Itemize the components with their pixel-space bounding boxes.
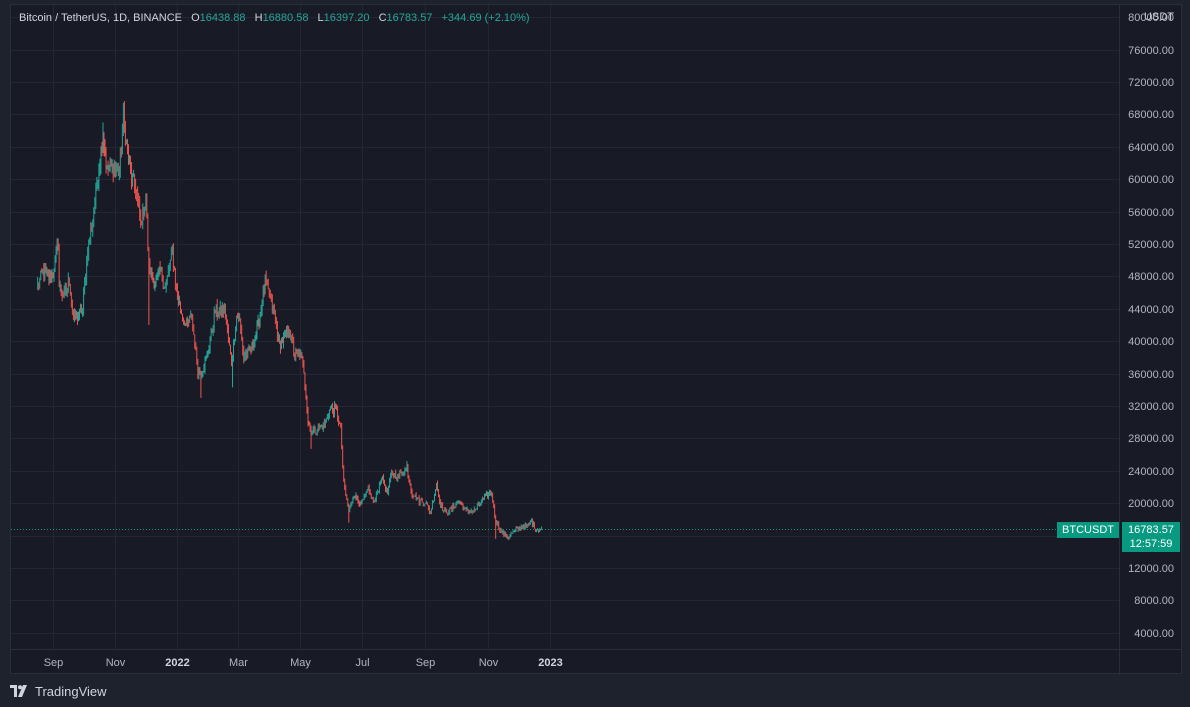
x-tick-label: Jul [355, 657, 370, 669]
legend-low-label: L [317, 12, 324, 24]
symbol-legend[interactable]: Bitcoin / TetherUS, 1D, BINANCE O16438.8… [19, 12, 530, 24]
y-tick-label: 32000.00 [1128, 400, 1174, 413]
footer-brand[interactable]: TradingView [10, 681, 107, 701]
price-scale[interactable]: USDT 4000.008000.0012000.0016000.0020000… [1119, 5, 1182, 649]
y-tick-label: 80000.00 [1128, 11, 1174, 24]
legend-change: +344.69 (+2.10%) [441, 12, 530, 24]
legend-open-value: 16438.88 [199, 12, 246, 24]
y-tick-label: 24000.00 [1128, 465, 1174, 478]
y-tick-label: 36000.00 [1128, 368, 1174, 381]
x-tick-label: Mar [229, 657, 248, 669]
y-tick-label: 8000.00 [1134, 594, 1174, 607]
x-tick-label: 2022 [165, 657, 190, 669]
x-tick-label: May [290, 657, 311, 669]
y-tick-label: 56000.00 [1128, 206, 1174, 219]
legend-close-value: 16783.57 [386, 12, 433, 24]
x-tick-label: Nov [105, 657, 126, 669]
y-tick-label: 60000.00 [1128, 173, 1174, 186]
x-tick-label: Sep [415, 657, 436, 669]
last-price-value: 16783.57 [1128, 523, 1174, 536]
y-tick-label: 72000.00 [1128, 76, 1174, 89]
currency-label[interactable]: USDT [1144, 11, 1174, 23]
legend-open-label: O [191, 12, 200, 24]
y-tick-label: 76000.00 [1128, 44, 1174, 57]
y-tick-label: 4000.00 [1134, 627, 1174, 640]
y-tick-label: 52000.00 [1128, 238, 1174, 251]
grid [11, 5, 1119, 649]
y-tick-label: 40000.00 [1128, 335, 1174, 348]
candlestick-chart[interactable] [11, 5, 1119, 649]
legend-high-label: H [254, 12, 263, 24]
brand-name: TradingView [35, 683, 107, 699]
plot-area[interactable]: Bitcoin / TetherUS, 1D, BINANCE O16438.8… [11, 5, 1119, 649]
x-tick-label: Sep [43, 657, 64, 669]
legend-symbol[interactable]: Bitcoin / TetherUS, 1D, BINANCE [19, 12, 183, 24]
last-price-label: 16783.57 12:57:59 [1122, 521, 1180, 552]
y-tick-label: 68000.00 [1128, 108, 1174, 121]
time-scale[interactable]: Sep Nov 2022 Mar May Jul Sep Nov 2023 [11, 649, 1119, 675]
legend-high-value: 16880.58 [262, 12, 309, 24]
symbol-tag: BTCUSDT [1057, 521, 1119, 538]
candles [37, 100, 543, 540]
y-tick-label: 48000.00 [1128, 270, 1174, 283]
tradingview-logo-icon [10, 685, 27, 697]
x-tick-label: 2023 [538, 657, 563, 669]
y-tick-label: 20000.00 [1128, 497, 1174, 510]
y-tick-label: 64000.00 [1128, 141, 1174, 154]
bar-countdown: 12:57:59 [1129, 537, 1173, 550]
y-tick-label: 28000.00 [1128, 432, 1174, 445]
chart-frame: Bitcoin / TetherUS, 1D, BINANCE O16438.8… [10, 4, 1182, 675]
legend-close-label: C [378, 12, 387, 24]
y-tick-label: 12000.00 [1128, 562, 1174, 575]
y-tick-label: 44000.00 [1128, 303, 1174, 316]
legend-low-value: 16397.20 [323, 12, 370, 24]
x-tick-label: Nov [478, 657, 499, 669]
scale-corner[interactable] [1119, 649, 1182, 675]
